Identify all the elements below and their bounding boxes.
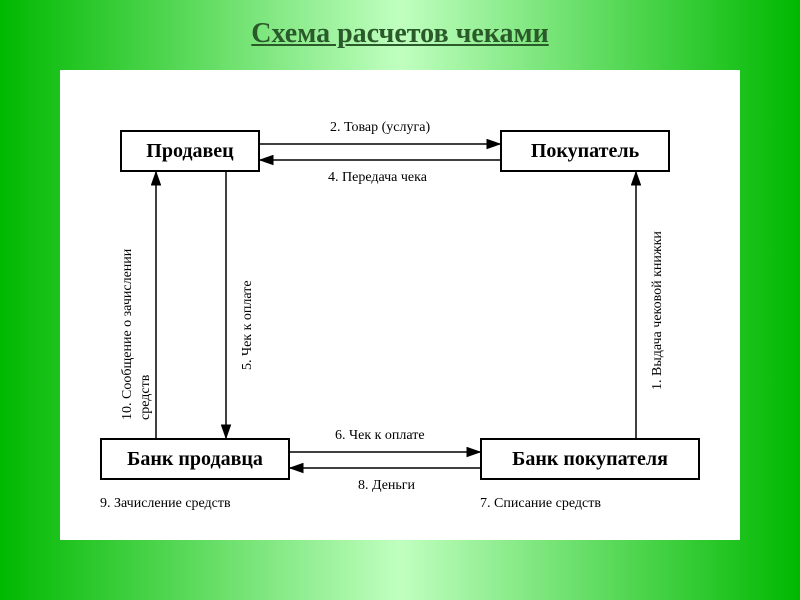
edge-label-e2: 2. Товар (услуга) [330,120,430,136]
node-buyer-bank-label: Банк покупателя [512,448,668,471]
node-buyer-label: Покупатель [531,140,639,163]
edge-label-e1: 1. Выдача чековой книжки [650,231,666,390]
diagram-canvas: Продавец Покупатель Банк продавца Банк п… [60,70,740,540]
node-seller-label: Продавец [146,140,233,163]
footer-label-f7: 7. Списание средств [480,496,601,512]
node-seller-bank: Банк продавца [100,438,290,480]
edge-label-e5: 5. Чек к оплате [240,280,256,370]
page-title: Схема расчетов чеками [0,18,800,50]
node-buyer-bank: Банк покупателя [480,438,700,480]
edge-label-e6: 6. Чек к оплате [335,428,425,444]
edge-label-e10-line1: средств [138,375,154,420]
node-buyer: Покупатель [500,130,670,172]
edge-label-e8: 8. Деньги [358,478,415,494]
edge-label-e10-line0: 10. Сообщение о зачислении [120,249,136,420]
edge-label-e4: 4. Передача чека [328,170,427,186]
footer-label-f9: 9. Зачисление средств [100,496,231,512]
node-seller: Продавец [120,130,260,172]
node-seller-bank-label: Банк продавца [127,448,263,471]
